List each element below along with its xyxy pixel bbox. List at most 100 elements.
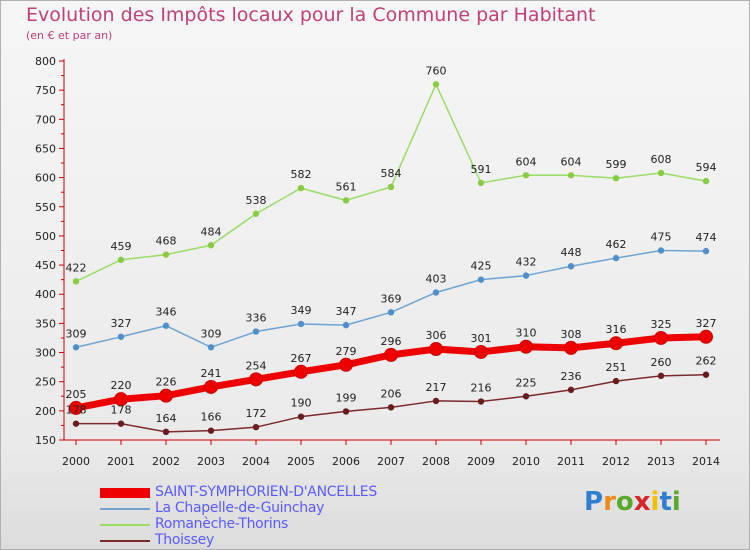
data-point: [72, 420, 80, 427]
data-label: 608: [651, 153, 672, 166]
data-point: [384, 347, 398, 362]
data-point: [567, 172, 575, 179]
data-point: [207, 344, 215, 351]
chart-subtitle: (en € et par an): [26, 29, 113, 42]
x-tick-label: 2002: [152, 455, 180, 468]
data-point: [432, 289, 440, 296]
logo-letter: r: [603, 487, 616, 517]
legend-swatch: [100, 488, 150, 498]
data-point: [477, 398, 485, 405]
data-label: 325: [651, 318, 672, 331]
data-label: 403: [426, 272, 447, 285]
data-point: [297, 413, 305, 420]
proxiti-logo: Proxiti: [584, 487, 681, 517]
data-label: 369: [381, 292, 402, 305]
y-tick-label: 150: [35, 434, 56, 447]
series-line-roman-che-thorins: [75, 83, 707, 283]
legend-label: Romanèche-Thorins: [155, 516, 289, 532]
data-label: 760: [426, 64, 447, 77]
y-tick-label: 200: [35, 405, 56, 418]
data-label: 172: [246, 407, 267, 420]
data-point: [159, 388, 173, 403]
data-point: [162, 251, 170, 258]
data-point: [297, 184, 305, 192]
data-label: 267: [291, 352, 312, 365]
logo-letter: o: [615, 487, 634, 517]
legend-swatch: [100, 508, 150, 510]
data-point: [252, 210, 260, 217]
y-tick-label: 650: [35, 142, 56, 155]
data-point: [567, 386, 575, 394]
data-point: [567, 263, 575, 270]
y-tick-label: 750: [35, 84, 56, 97]
data-point: [117, 256, 125, 264]
legend-label: SAINT-SYMPHORIEN-D'ANCELLES: [155, 484, 377, 500]
data-point: [249, 372, 263, 387]
data-label: 178: [66, 404, 87, 417]
data-label: 584: [381, 167, 402, 180]
data-point: [252, 423, 260, 431]
data-point: [432, 397, 440, 405]
legend-swatch: [100, 524, 150, 526]
data-label: 599: [606, 158, 627, 171]
data-point: [654, 330, 668, 345]
data-point: [297, 320, 305, 328]
legend-swatch: [100, 540, 150, 542]
y-tick-label: 400: [35, 288, 56, 301]
data-label: 591: [471, 163, 492, 176]
data-point: [204, 379, 218, 394]
logo-letter: i: [671, 487, 681, 517]
data-point: [162, 322, 170, 329]
data-label: 309: [201, 327, 222, 340]
data-point: [72, 344, 80, 351]
data-point: [522, 272, 530, 279]
y-tick-label: 500: [35, 230, 56, 243]
data-point: [207, 427, 215, 434]
logo-letter: P: [584, 487, 604, 517]
data-point: [114, 392, 128, 407]
data-label: 475: [651, 231, 672, 244]
data-label: 462: [606, 238, 627, 251]
data-label: 425: [471, 260, 492, 273]
data-point: [432, 81, 440, 88]
chart-title: Evolution des Impôts locaux pour la Comm…: [26, 4, 596, 26]
data-label: 306: [426, 329, 447, 342]
data-point: [519, 339, 533, 354]
data-label: 538: [246, 194, 267, 207]
data-point: [342, 408, 350, 415]
x-tick-label: 2003: [197, 455, 225, 468]
data-point: [342, 197, 350, 204]
data-label: 190: [291, 397, 312, 410]
data-point: [522, 172, 530, 179]
x-tick-label: 2008: [422, 455, 450, 468]
data-label: 301: [471, 332, 492, 345]
y-tick-label: 550: [35, 201, 56, 214]
data-point: [387, 309, 395, 316]
data-point: [387, 183, 395, 191]
data-label: 316: [606, 323, 627, 336]
data-label: 226: [156, 376, 177, 389]
data-label: 164: [156, 412, 177, 425]
legend-label: La Chapelle-de-Guinchay: [155, 500, 325, 516]
data-label: 279: [336, 345, 357, 358]
data-label: 474: [696, 231, 717, 244]
data-point: [69, 400, 83, 415]
data-label: 594: [696, 161, 717, 174]
data-point: [612, 174, 620, 182]
data-label: 327: [111, 317, 132, 330]
x-tick-label: 2009: [467, 455, 495, 468]
data-point: [387, 404, 395, 411]
data-point: [702, 177, 710, 185]
y-tick-label: 600: [35, 172, 56, 185]
data-point: [477, 179, 485, 187]
data-label: 251: [606, 361, 627, 374]
data-point: [699, 329, 713, 344]
data-point: [612, 254, 620, 262]
legend-label: Thoissey: [155, 532, 214, 548]
data-label: 166: [201, 411, 222, 424]
data-point: [294, 364, 308, 379]
data-label: 205: [66, 388, 87, 401]
data-label: 225: [516, 376, 537, 389]
data-point: [162, 428, 170, 436]
